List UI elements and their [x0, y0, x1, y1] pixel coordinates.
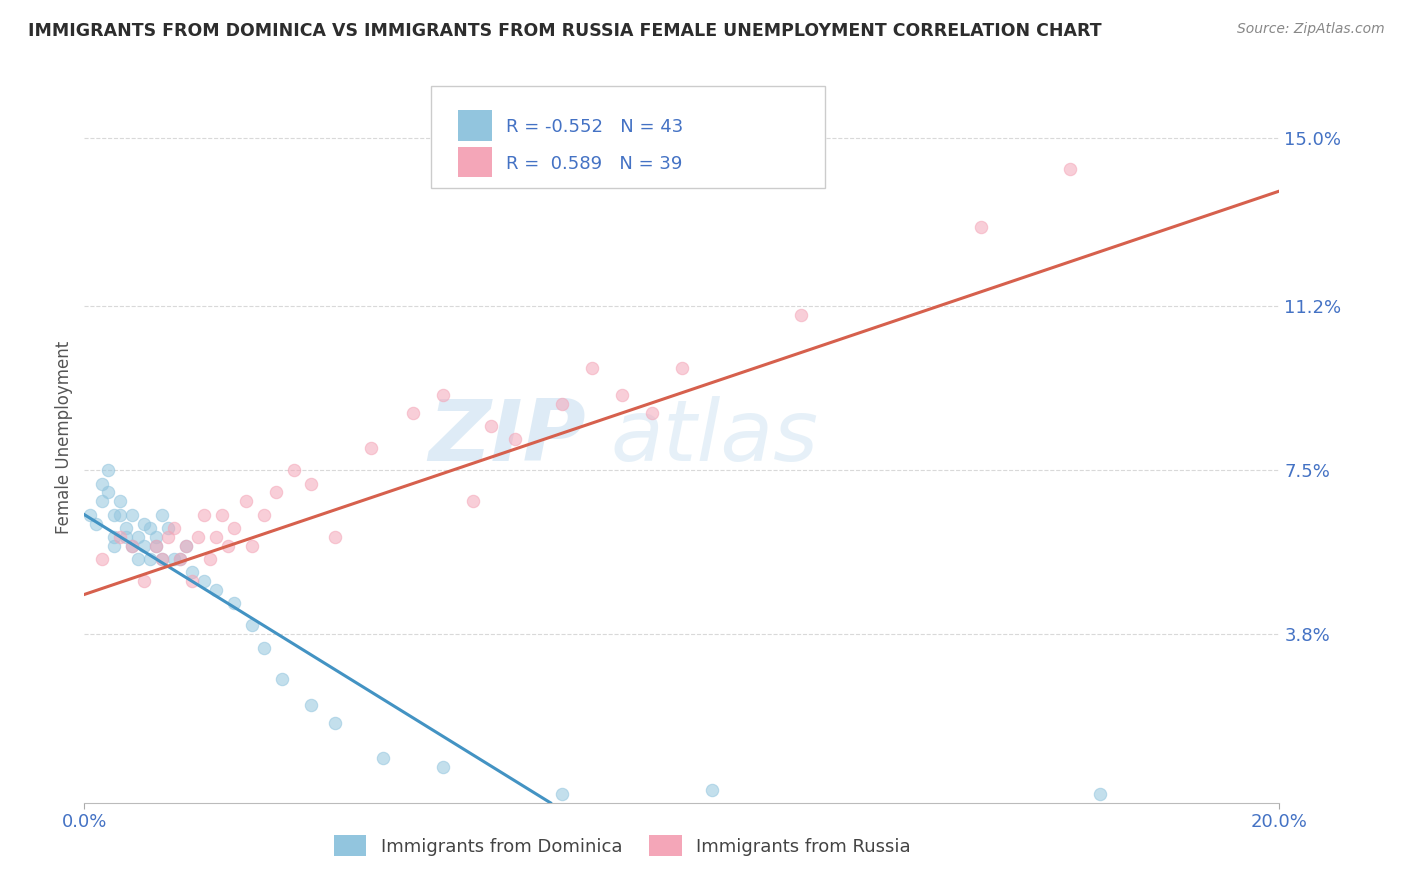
Point	[79, 508, 101, 522]
Point	[217, 539, 239, 553]
Point	[373, 751, 395, 765]
Bar	[458, 146, 492, 178]
Point	[121, 539, 143, 553]
Point	[222, 521, 245, 535]
Point	[1059, 161, 1081, 176]
Point	[110, 494, 132, 508]
Text: R = -0.552   N = 43: R = -0.552 N = 43	[506, 118, 683, 136]
Point	[240, 539, 263, 553]
Point	[612, 388, 634, 402]
Point	[700, 782, 723, 797]
FancyBboxPatch shape	[432, 86, 825, 188]
Point	[253, 508, 276, 522]
Text: atlas: atlas	[610, 395, 818, 479]
Point	[145, 539, 167, 553]
Legend: Immigrants from Dominica, Immigrants from Russia: Immigrants from Dominica, Immigrants fro…	[326, 828, 918, 863]
Point	[110, 530, 132, 544]
Point	[132, 539, 156, 553]
Point	[360, 441, 382, 455]
Point	[181, 566, 204, 580]
Point	[240, 618, 263, 632]
Point	[193, 508, 215, 522]
Point	[121, 508, 143, 522]
Point	[115, 521, 138, 535]
Point	[174, 539, 197, 553]
Point	[132, 574, 156, 589]
Point	[211, 508, 233, 522]
Point	[127, 530, 149, 544]
Point	[205, 582, 228, 597]
Point	[235, 494, 257, 508]
Point	[110, 508, 132, 522]
Point	[222, 596, 245, 610]
Point	[187, 530, 209, 544]
Point	[91, 494, 114, 508]
Point	[181, 574, 204, 589]
Text: IMMIGRANTS FROM DOMINICA VS IMMIGRANTS FROM RUSSIA FEMALE UNEMPLOYMENT CORRELATI: IMMIGRANTS FROM DOMINICA VS IMMIGRANTS F…	[28, 22, 1102, 40]
Y-axis label: Female Unemployment: Female Unemployment	[55, 341, 73, 533]
Point	[115, 530, 138, 544]
Point	[127, 552, 149, 566]
Point	[325, 530, 347, 544]
Point	[157, 530, 180, 544]
Point	[139, 552, 162, 566]
Text: ZIP: ZIP	[429, 395, 586, 479]
Point	[150, 552, 173, 566]
Point	[97, 485, 120, 500]
Point	[169, 552, 191, 566]
Point	[169, 552, 191, 566]
Point	[671, 361, 693, 376]
Point	[139, 521, 162, 535]
Point	[103, 530, 125, 544]
Point	[301, 476, 323, 491]
Point	[301, 698, 323, 713]
Point	[157, 521, 180, 535]
Point	[641, 406, 664, 420]
Point	[150, 508, 173, 522]
Point	[1090, 787, 1112, 801]
Point	[461, 494, 484, 508]
Point	[198, 552, 221, 566]
Point	[970, 219, 993, 234]
Point	[283, 463, 305, 477]
Point	[432, 760, 454, 774]
Point	[503, 432, 526, 446]
Point	[581, 361, 603, 376]
Point	[432, 388, 454, 402]
Point	[551, 397, 574, 411]
Point	[103, 508, 125, 522]
Point	[86, 516, 108, 531]
Point	[103, 539, 125, 553]
Point	[91, 476, 114, 491]
Point	[97, 463, 120, 477]
Point	[264, 485, 287, 500]
Point	[253, 640, 276, 655]
Point	[174, 539, 197, 553]
Text: Source: ZipAtlas.com: Source: ZipAtlas.com	[1237, 22, 1385, 37]
Point	[790, 308, 813, 322]
Point	[551, 787, 574, 801]
Bar	[458, 110, 492, 141]
Point	[163, 521, 186, 535]
Point	[145, 539, 167, 553]
Point	[479, 419, 502, 434]
Point	[270, 672, 292, 686]
Point	[193, 574, 215, 589]
Point	[121, 539, 143, 553]
Point	[145, 530, 167, 544]
Point	[91, 552, 114, 566]
Point	[402, 406, 425, 420]
Point	[325, 716, 347, 731]
Point	[163, 552, 186, 566]
Point	[150, 552, 173, 566]
Point	[132, 516, 156, 531]
Point	[205, 530, 228, 544]
Text: R =  0.589   N = 39: R = 0.589 N = 39	[506, 154, 682, 172]
